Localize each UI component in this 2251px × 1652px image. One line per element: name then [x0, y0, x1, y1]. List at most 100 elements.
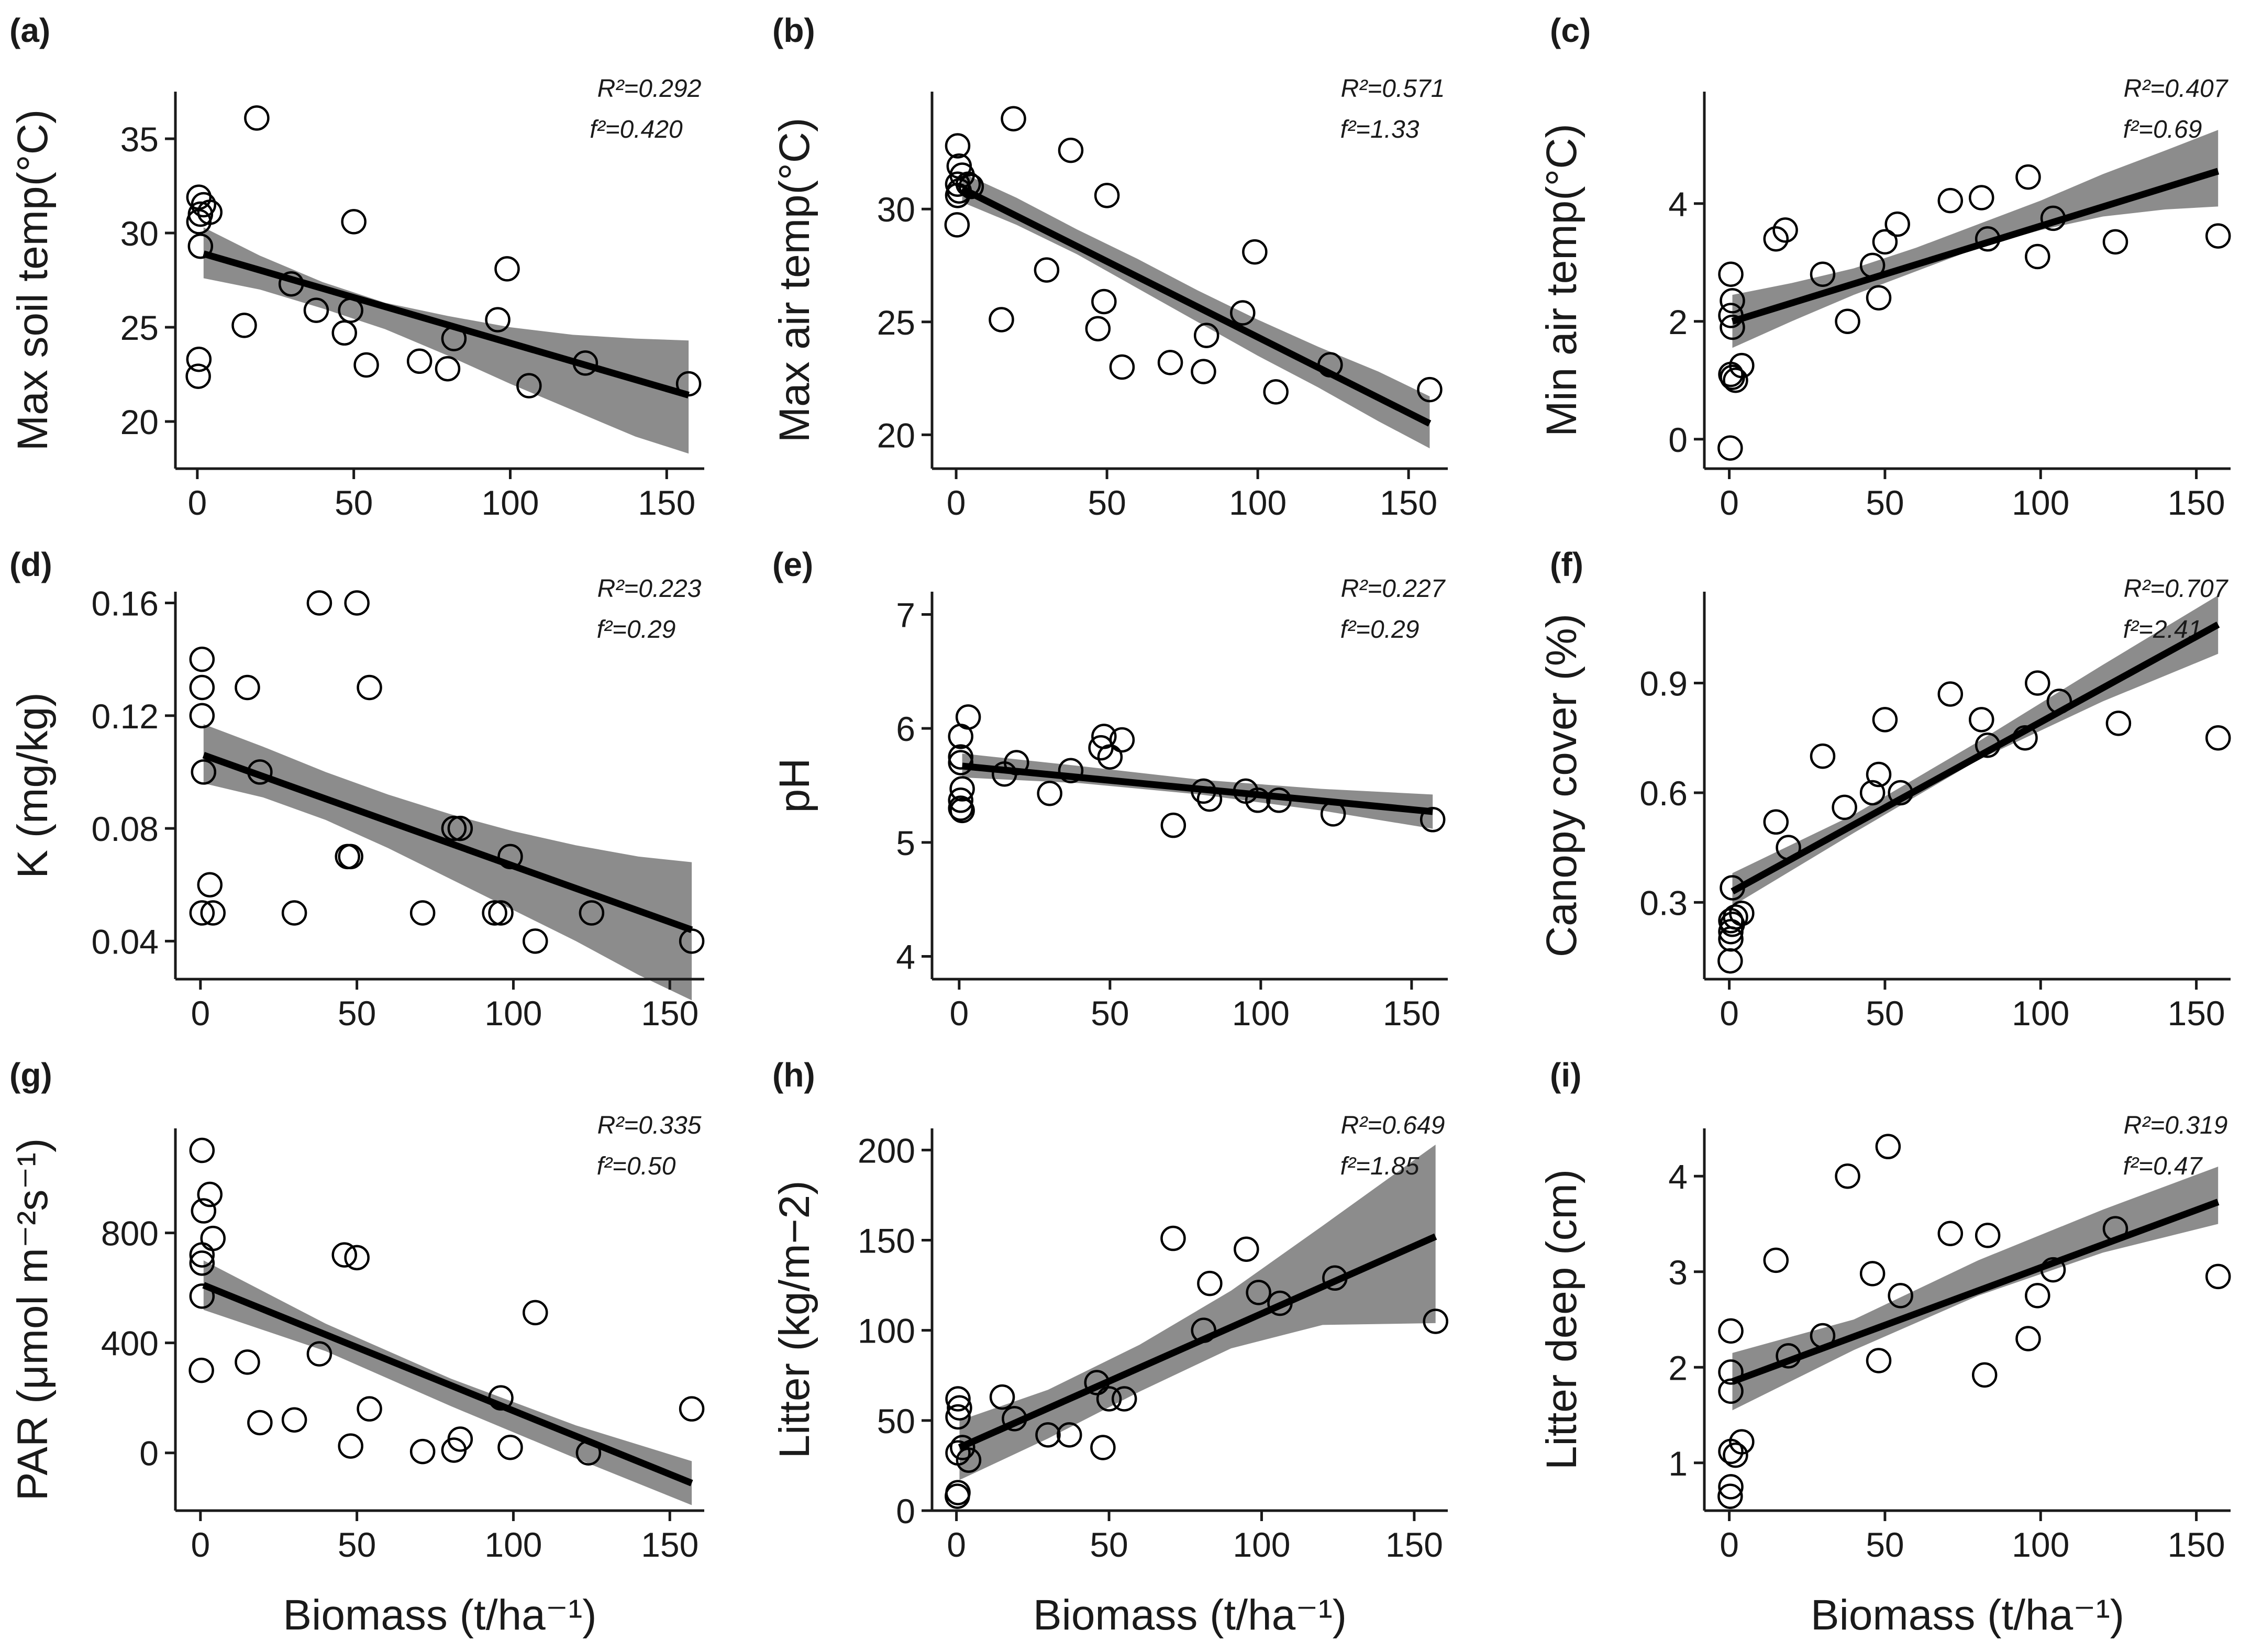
data-point	[675, 371, 702, 397]
data-point	[948, 744, 973, 770]
x-tick-label: 100	[2012, 994, 2069, 1033]
data-point	[948, 788, 973, 813]
r-squared-label: R²=0.335	[597, 1112, 702, 1139]
data-point	[516, 373, 542, 398]
panel-b: (b) 0 50 100 150 20 25 30 Max air temp(°C) R²=0.5…	[771, 12, 1448, 522]
x-tick-label: 150	[2168, 483, 2225, 522]
y-axis-label: Canopy cover (%)	[1538, 614, 1585, 957]
data-point	[344, 590, 370, 616]
data-point	[1971, 1362, 1998, 1388]
data-point	[244, 105, 270, 131]
data-point	[1810, 743, 1836, 769]
data-point	[1191, 359, 1216, 384]
data-point	[523, 928, 548, 954]
data-point	[1157, 350, 1183, 375]
x-tick-label: 50	[1866, 483, 1904, 522]
panel-e: (e) 0 50 100 150 4 5 6 7 pH R²=0.227 f²=0.29	[771, 546, 1448, 1033]
data-point	[1094, 183, 1120, 208]
y-axis-label: Max soil temp(°C)	[9, 109, 57, 451]
y-tick-label: 200	[858, 1131, 915, 1170]
data-point	[200, 900, 226, 926]
data-point	[186, 346, 212, 372]
x-axis-label: Biomass (t/ha⁻¹)	[283, 1591, 596, 1639]
data-point	[1835, 308, 1860, 334]
data-point	[2205, 223, 2231, 249]
x-tick-label: 150	[2168, 994, 2225, 1033]
y-tick-label: 30	[877, 190, 915, 229]
y-tick-label: 0.16	[92, 584, 159, 623]
data-point	[191, 192, 217, 218]
y-tick-label: 0	[139, 1434, 159, 1473]
data-point	[231, 313, 257, 338]
y-tick-label: 1	[1668, 1444, 1688, 1483]
data-point	[989, 1384, 1015, 1410]
panel-label: (d)	[9, 546, 52, 583]
x-tick-label: 50	[1091, 994, 1129, 1033]
data-point	[1720, 288, 1745, 314]
f-squared-label: f²=0.420	[590, 116, 683, 143]
data-point	[1763, 1247, 1789, 1273]
data-point	[1969, 707, 1994, 733]
y-tick-label: 4	[1668, 185, 1688, 224]
data-point	[406, 348, 433, 374]
y-tick-label: 0.3	[1639, 883, 1688, 922]
data-point	[1937, 187, 1964, 214]
y-tick-label: 5	[896, 824, 915, 862]
x-tick-label: 0	[191, 1525, 210, 1564]
data-point	[191, 759, 217, 785]
data-point	[1420, 807, 1446, 833]
panel-label: (a)	[9, 12, 50, 49]
panel-label: (f)	[1550, 546, 1583, 583]
x-tick-label: 100	[1233, 1525, 1290, 1564]
y-tick-label: 0.08	[92, 810, 159, 848]
data-point	[1718, 1438, 1744, 1465]
data-point	[1058, 137, 1084, 163]
y-axis-label: pH	[771, 758, 818, 813]
y-axis-label: Litter (kg/m−2)	[771, 1181, 818, 1459]
data-point	[1763, 809, 1789, 835]
data-point	[2102, 229, 2128, 255]
data-point	[989, 307, 1014, 332]
data-point	[1234, 1236, 1259, 1262]
data-point	[2025, 243, 2050, 270]
data-point	[1723, 368, 1748, 393]
y-tick-label: 4	[1668, 1157, 1688, 1196]
data-point	[579, 900, 605, 926]
data-point	[1720, 912, 1745, 937]
data-point	[281, 1407, 307, 1433]
data-point	[281, 900, 307, 926]
data-point	[306, 1341, 332, 1367]
data-point	[188, 1357, 214, 1383]
panel-f: (f) 0 50 100 150 0.3 0.6 0.9 Canopy cover (%) R²=…	[1538, 546, 2231, 1033]
data-point	[331, 1242, 357, 1268]
panel-d: (d) 0 50 100 150 0.04 0.08 0.12 0.16 K (mg/kg) R²=…	[9, 546, 705, 1033]
x-tick-label: 0	[1720, 483, 1739, 522]
data-point	[197, 872, 223, 897]
data-point	[1763, 226, 1789, 252]
data-point	[197, 199, 223, 225]
data-point	[189, 1242, 215, 1268]
regression-line	[1731, 168, 2220, 325]
y-tick-label: 3	[1668, 1253, 1688, 1292]
data-point	[956, 1447, 982, 1473]
data-point	[341, 209, 367, 235]
data-point	[1193, 323, 1219, 348]
f-squared-label: f²=0.29	[597, 616, 676, 644]
x-tick-label: 0	[1720, 994, 1739, 1033]
fit-stats: R²=0.335 f²=0.50	[597, 1112, 702, 1180]
panel-c: (c) 0 50 100 150 0 2 4 Min air temp(°C) R²=0.407 f…	[1538, 12, 2231, 522]
y-axis-label: Min air temp(°C)	[1538, 124, 1585, 437]
fit-stats: R²=0.319 f²=0.47	[2123, 1112, 2228, 1180]
x-axis-label: Biomass (t/ha⁻¹)	[1033, 1591, 1347, 1639]
y-tick-label: 800	[101, 1214, 159, 1253]
y-tick-label: 20	[120, 403, 159, 441]
data-point	[1718, 1359, 1744, 1385]
data-point	[303, 297, 329, 323]
data-point	[1091, 289, 1117, 315]
data-point	[2025, 670, 2050, 696]
data-point	[1035, 1422, 1061, 1448]
data-point	[2205, 725, 2231, 751]
data-point	[1720, 314, 1745, 340]
data-point	[1096, 1386, 1122, 1412]
